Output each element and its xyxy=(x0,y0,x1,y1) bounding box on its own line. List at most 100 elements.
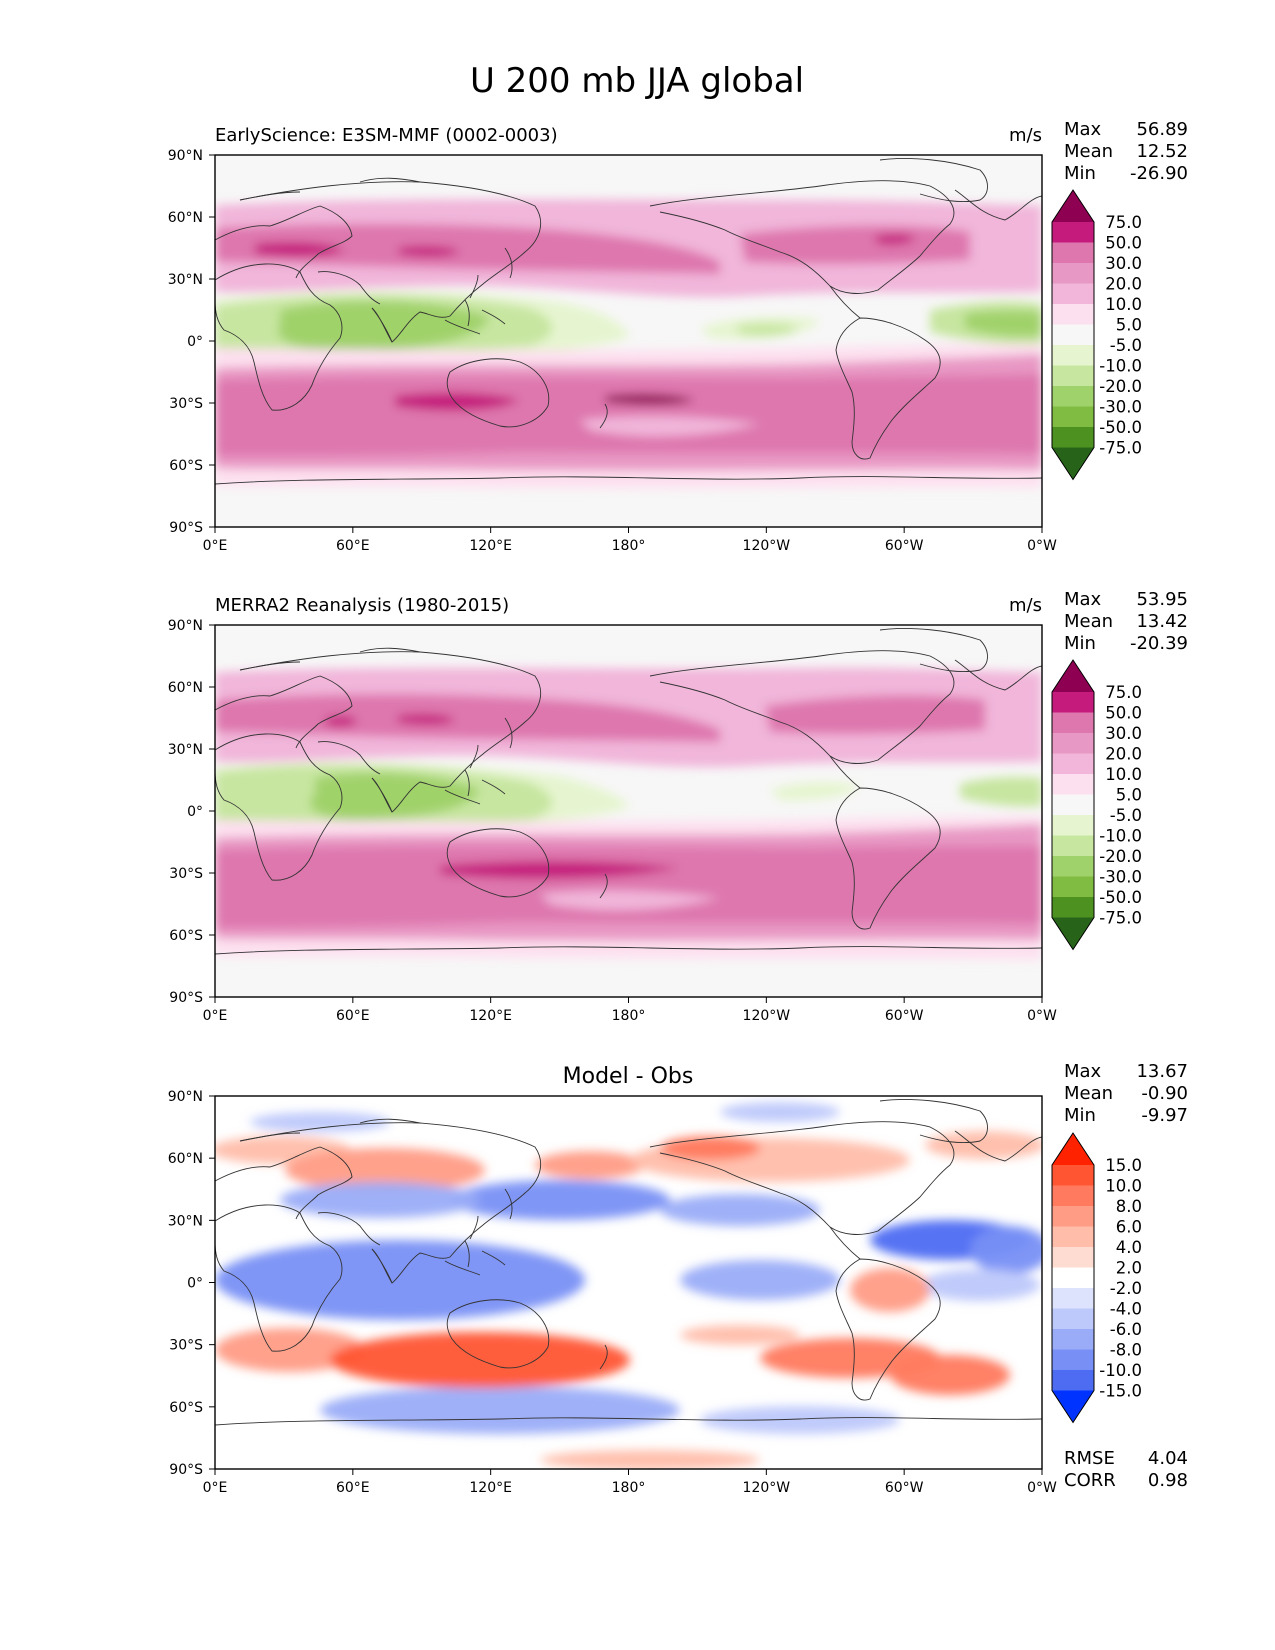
y-tick-label: 30°S xyxy=(169,1338,203,1354)
colorbar-extend-bottom xyxy=(1052,1390,1094,1423)
colorbar-segment xyxy=(1052,733,1094,754)
colorbar-extend-bottom xyxy=(1052,447,1094,480)
rmse-value: 4.04 xyxy=(1148,1448,1188,1469)
panel-obs: 0°E 60°E 120°E 180° 120°W 60°W 0°W 90°N 60°N 30°… xyxy=(168,589,1188,1024)
y-tick-label: 90°N xyxy=(168,1089,203,1105)
colorbar-segment xyxy=(1052,345,1094,366)
colorbar-segment xyxy=(1052,222,1094,243)
band-nh-30 xyxy=(215,223,720,274)
stat-max-label: Max xyxy=(1064,119,1102,140)
x-tick-label: 180° xyxy=(612,538,646,554)
stat-mean-label: Mean xyxy=(1064,141,1113,162)
y-tick-label: 60°S xyxy=(169,1400,203,1416)
colorbar-label: -10.0 xyxy=(1099,357,1142,376)
stats-box: Max 13.67 Mean -0.90 Min -9.97 xyxy=(1064,1061,1188,1126)
stat-min-label: Min xyxy=(1064,163,1096,184)
stat-min-value: -20.39 xyxy=(1130,633,1188,654)
colorbar-segment xyxy=(1052,406,1094,428)
colorbar-label: -20.0 xyxy=(1099,847,1142,866)
field-bands xyxy=(215,199,1042,489)
colorbar-segment xyxy=(1052,774,1094,795)
colorbar-segment xyxy=(1052,712,1094,734)
x-tick-label: 0°E xyxy=(203,538,228,554)
band-sh-20b xyxy=(580,416,760,437)
colorbar-label: -50.0 xyxy=(1099,888,1142,907)
units-label: m/s xyxy=(1009,595,1042,616)
field-model xyxy=(215,155,1042,527)
colorbar-segment xyxy=(1052,1349,1094,1371)
y-tick-label: 30°S xyxy=(169,866,203,882)
y-tick-label: 90°N xyxy=(168,148,203,164)
colorbar-label: -75.0 xyxy=(1099,439,1142,458)
band-tr-10c xyxy=(960,776,1042,807)
panel-title: MERRA2 Reanalysis (1980-2015) xyxy=(215,595,509,616)
x-tick-label: 60°E xyxy=(336,1008,370,1024)
colorbar-label: -8.0 xyxy=(1110,1341,1142,1360)
colorbar-segment xyxy=(1052,835,1094,857)
colorbar-segment xyxy=(1052,304,1094,325)
blob-pos xyxy=(680,1325,800,1345)
colorbar-label: -20.0 xyxy=(1099,377,1142,396)
colorbar-label: -5.0 xyxy=(1110,336,1142,355)
y-axis: 90°N 60°N 30°N 0° 30°S 60°S 90°S xyxy=(168,1089,215,1478)
colorbar-segment xyxy=(1052,1165,1094,1186)
band-nh-30b xyxy=(740,225,970,265)
colorbar: 15.0 10.08.0 6.04.0 2.0-2.0 -4.0-6.0 -8.0-10.… xyxy=(1051,1132,1142,1424)
stat-max-label: Max xyxy=(1064,589,1102,610)
colorbar-segment xyxy=(1052,1329,1094,1350)
x-tick-label: 0°E xyxy=(203,1008,228,1024)
x-tick-label: 180° xyxy=(612,1008,646,1024)
colorbar-extend-top xyxy=(1052,660,1094,692)
blob-neg xyxy=(250,1112,390,1132)
x-tick-label: 120°E xyxy=(469,538,512,554)
stat-mean-value: 13.42 xyxy=(1136,611,1188,632)
y-tick-label: 60°N xyxy=(168,1151,203,1167)
band-tr-10b xyxy=(770,781,860,801)
colorbar-label: -10.0 xyxy=(1099,827,1142,846)
colorbar-label: -4.0 xyxy=(1110,1300,1142,1319)
colorbar-segment xyxy=(1052,365,1094,387)
colorbar-label: 30.0 xyxy=(1105,254,1142,273)
stat-mean-label: Mean xyxy=(1064,611,1113,632)
colorbar-segment xyxy=(1052,1206,1094,1227)
x-tick-label: 180° xyxy=(612,1480,646,1496)
colorbar-segment xyxy=(1052,856,1094,877)
y-tick-label: 30°N xyxy=(168,1213,203,1229)
colorbar-label: 50.0 xyxy=(1105,234,1142,253)
colorbar-label: 8.0 xyxy=(1116,1197,1142,1216)
colorbar-segment xyxy=(1052,1226,1094,1248)
colorbar-segment xyxy=(1052,242,1094,264)
colorbar-label: 75.0 xyxy=(1105,213,1142,232)
band-nh-50 xyxy=(255,242,345,257)
x-axis: 0°E 60°E 120°E 180° 120°W 60°W 0°W xyxy=(203,997,1057,1024)
colorbar-label: -5.0 xyxy=(1110,806,1142,825)
y-axis: 90°N 60°N 30°N 0° 30°S 60°S 90°S xyxy=(168,618,215,1006)
corr-value: 0.98 xyxy=(1148,1470,1188,1491)
colorbar-label: -15.0 xyxy=(1099,1382,1142,1401)
colorbar-segment xyxy=(1052,897,1094,918)
colorbar-label: -30.0 xyxy=(1099,868,1142,887)
stats-box: Max 56.89 Mean 12.52 Min -26.90 xyxy=(1064,119,1188,184)
x-axis: 0°E 60°E 120°E 180° 120°W 60°W 0°W xyxy=(203,527,1057,554)
blob-pos xyxy=(285,1148,485,1192)
y-tick-label: 30°N xyxy=(168,272,203,288)
colorbar-label: 75.0 xyxy=(1105,683,1142,702)
blob-neg xyxy=(450,1180,670,1220)
panel-title: EarlyScience: E3SM-MMF (0002-0003) xyxy=(215,125,558,146)
x-tick-label: 0°W xyxy=(1027,538,1057,554)
x-tick-label: 0°W xyxy=(1027,1480,1057,1496)
band-sh-50 xyxy=(395,392,520,411)
colorbar-label: 10.0 xyxy=(1105,1177,1142,1196)
colorbar-extend-top xyxy=(1052,190,1094,222)
y-tick-label: 30°S xyxy=(169,396,203,412)
band-sh-20b xyxy=(540,890,720,911)
blob-neg xyxy=(970,1226,1042,1274)
band-tr-20c xyxy=(965,310,1042,337)
colorbar-label: 15.0 xyxy=(1105,1156,1142,1175)
figure-title: U 200 mb JJA global xyxy=(470,61,804,101)
colorbar-segment xyxy=(1052,794,1094,816)
colorbar-segment xyxy=(1052,1308,1094,1330)
stat-mean-value: -0.90 xyxy=(1141,1083,1188,1104)
colorbar-label: 4.0 xyxy=(1116,1238,1142,1257)
panel-diff: 0°E 60°E 120°E 180° 120°W 60°W 0°W 90°N 60°N 30°… xyxy=(168,1061,1188,1496)
